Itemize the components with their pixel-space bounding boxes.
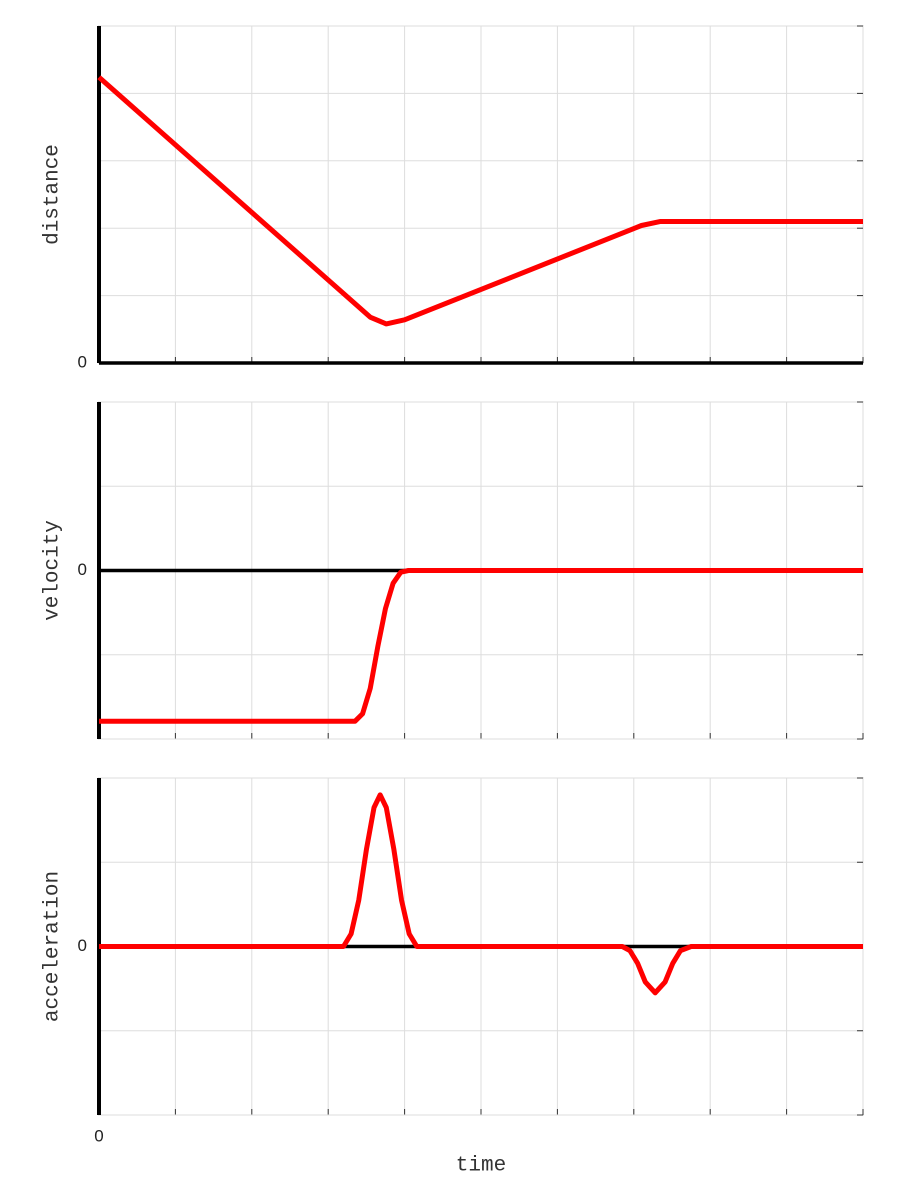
x-axis-label: time xyxy=(456,1155,506,1178)
y-tick-label: 0 xyxy=(78,936,87,955)
data-line xyxy=(97,75,863,327)
data-line xyxy=(99,568,863,724)
x-tick-label: 0 xyxy=(94,1126,103,1145)
y-axis-label: velocity xyxy=(42,520,65,621)
data-line xyxy=(99,792,863,996)
y-tick-label: 0 xyxy=(78,352,87,371)
y-tick-label: 0 xyxy=(78,560,87,579)
y-axis-label: acceleration xyxy=(42,871,65,1022)
y-axis-label: distance xyxy=(42,144,65,245)
